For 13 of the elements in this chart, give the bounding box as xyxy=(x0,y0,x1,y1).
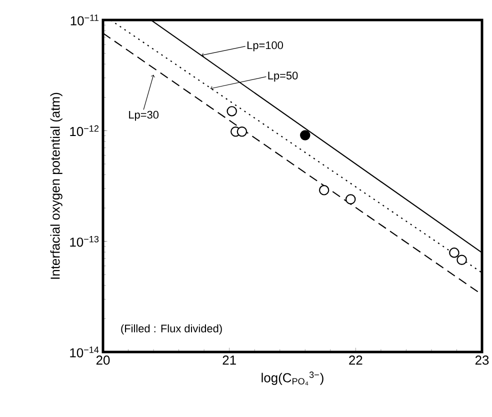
annotation: Lp=100 xyxy=(247,41,284,52)
annotation: Lp=30 xyxy=(129,110,159,121)
y-tick-label: 10$^{−13}$ xyxy=(70,236,99,247)
annotation: Lp=50 xyxy=(268,72,298,82)
annotation: (Filled : Flux divided) xyxy=(121,324,222,335)
x-tick-label: 22 xyxy=(349,356,362,365)
x-tick-label: 20 xyxy=(96,356,110,365)
y-tick-label: 10$^{−12}$ xyxy=(70,125,99,136)
x-axis-title: log(C$_{PO₄}$$^{3−}$) xyxy=(262,372,324,386)
y-tick-label: 10$^{−11}$ xyxy=(70,14,99,26)
y-axis-title: Interfacial oxygen potential (atm) xyxy=(50,92,62,279)
x-tick-label: 23 xyxy=(475,356,489,365)
x-tick-label: 21 xyxy=(222,356,236,365)
